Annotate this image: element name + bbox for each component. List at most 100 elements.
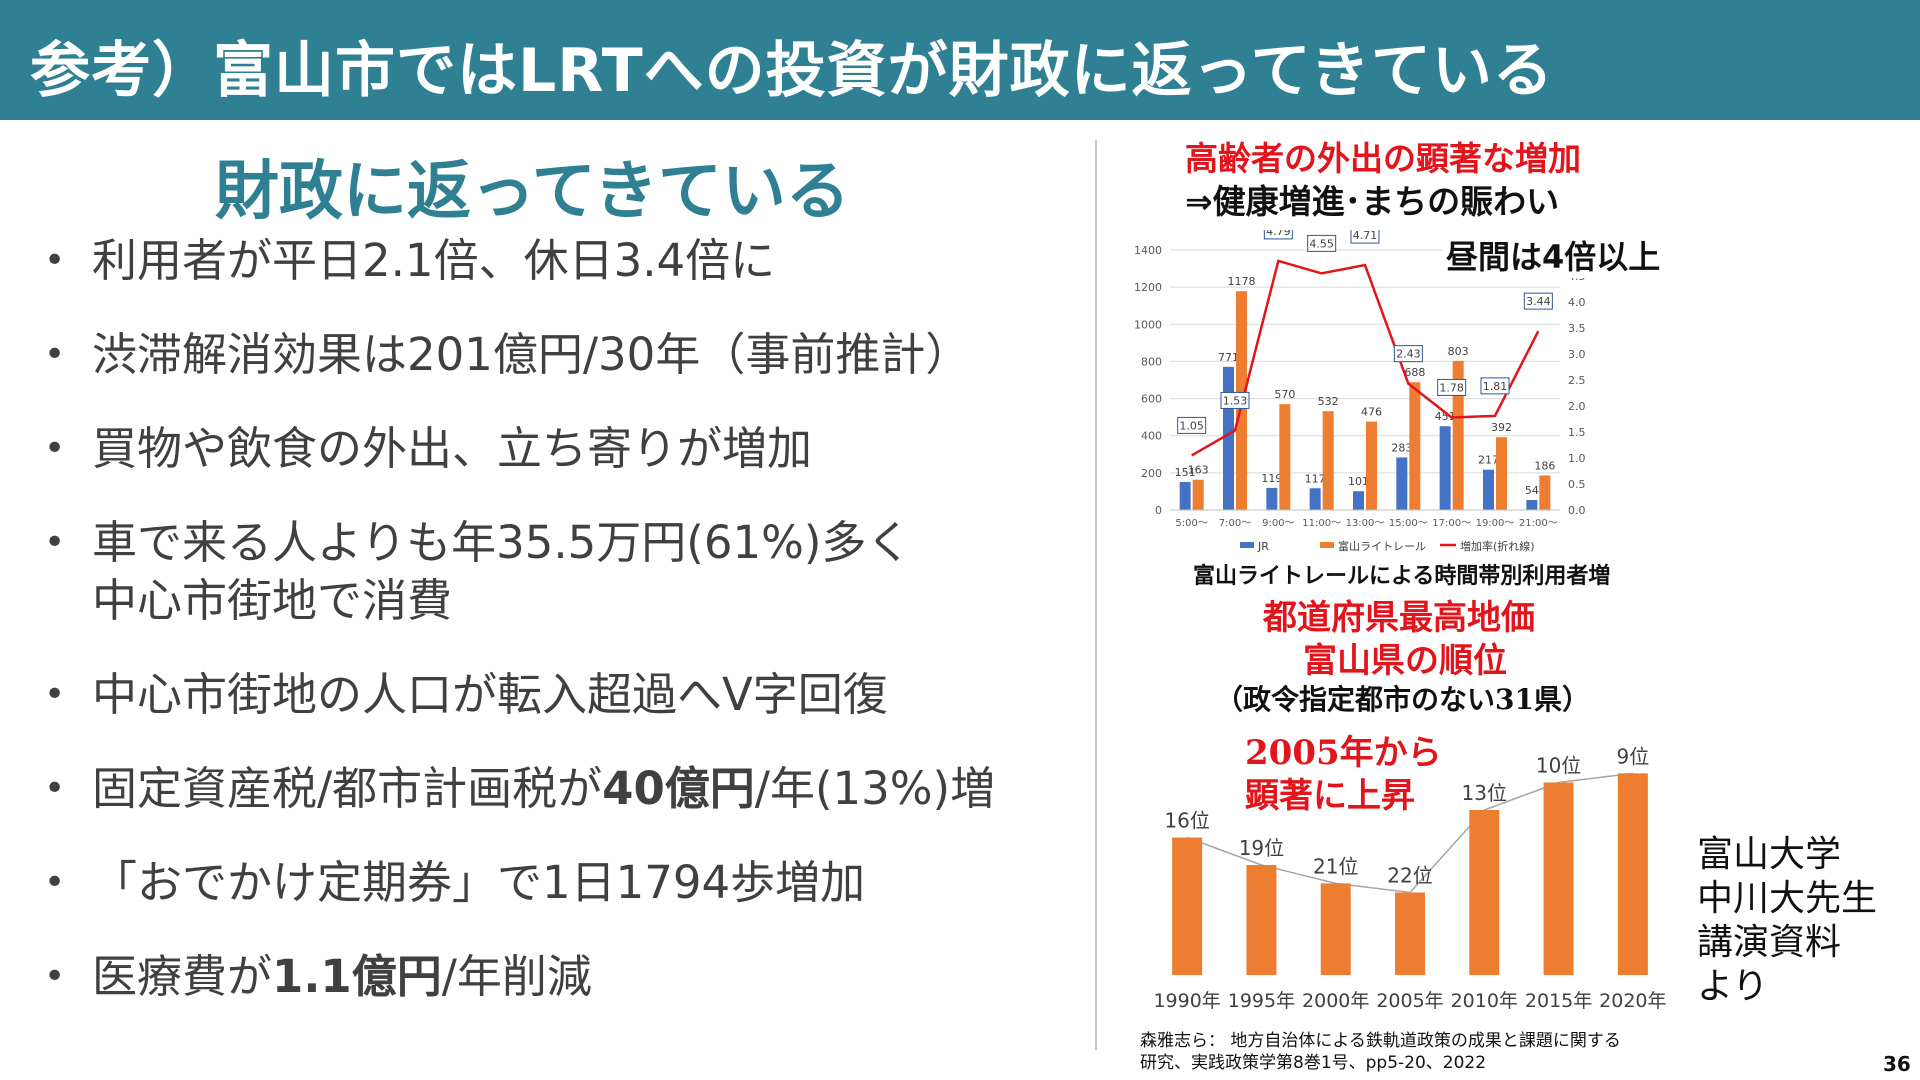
ratio-label: 4.79 <box>1266 230 1291 238</box>
bar-jr <box>1309 488 1321 510</box>
bullet-dot: • <box>44 428 66 469</box>
ratio-label-box <box>1177 416 1207 434</box>
x-tick-label: 11:00～ <box>1302 518 1341 529</box>
rank-label: 16位 <box>1164 809 1209 833</box>
y2-tick-label: 0.0 <box>1568 504 1586 517</box>
rank-bar <box>1395 892 1425 975</box>
year-label: 2015年 <box>1525 990 1592 1012</box>
y2-tick-label: 2.0 <box>1568 400 1586 413</box>
citation-line: 研究、実践政策学第8巻1号、pp5-20、2022 <box>1140 1053 1487 1073</box>
credit-line: 中川大先生 <box>1697 878 1878 919</box>
chart2-annotation-2: 顕著に上昇 <box>1245 776 1415 816</box>
x-tick-label: 9:00～ <box>1262 518 1294 529</box>
rank-bar <box>1172 837 1203 975</box>
bar-jr <box>1439 426 1451 510</box>
bullet-item: • 利用者が平日2.1倍、休日3.4倍に <box>40 232 1100 290</box>
rank-label: 19位 <box>1239 836 1284 860</box>
bar-value-label: 217 <box>1478 454 1499 467</box>
y2-tick-label: 2.5 <box>1568 374 1586 387</box>
ratio-label-box <box>1480 377 1510 395</box>
chart2-heading: 都道府県最高地価 <box>1263 598 1535 638</box>
bar-value-label: 688 <box>1404 366 1425 379</box>
ratio-label-box <box>1393 345 1423 363</box>
chart1-ratio-line: 1.05 1.53 4.79 4.55 4.71 2.43 1.78 1.81 3.44 <box>1177 230 1553 457</box>
source-credit: 富山大学 中川大先生 講演資料 より <box>1697 833 1877 1009</box>
bar-jr <box>1266 487 1278 510</box>
y-tick-label: 600 <box>1141 393 1162 406</box>
bar-value-label: 119 <box>1261 472 1282 485</box>
y-tick-label: 0 <box>1155 504 1162 517</box>
bullet-item: • 買物や飲食の外出、立ち寄りが増加 <box>40 420 1100 478</box>
y-tick-label: 1400 <box>1134 244 1162 257</box>
bar-value-label: 392 <box>1491 421 1512 434</box>
chart2-subheading: （政令指定都市のない31県） <box>1215 683 1590 716</box>
y-tick-label: 800 <box>1141 355 1162 368</box>
credit-line: 富山大学 <box>1697 834 1842 875</box>
y-tick-label: 1000 <box>1134 318 1162 331</box>
legend-label-lightrail: 富山ライトレール <box>1338 539 1426 553</box>
ratio-label: 1.78 <box>1439 381 1464 394</box>
x-tick-label: 15:00～ <box>1389 518 1428 529</box>
rank-label: 13位 <box>1462 781 1507 805</box>
slide-title: 参考）富山市ではLRTへの投資が財政に返ってきている <box>30 36 1554 106</box>
citation: 森雅志ら： 地方自治体による鉄軌道政策の成果と課題に関する 研究、実践政策学第8… <box>1140 1030 1621 1074</box>
year-label: 2005年 <box>1376 990 1443 1012</box>
credit-line: 講演資料 <box>1697 922 1842 963</box>
bar-value-label: 151 <box>1175 466 1196 479</box>
ratio-label-box <box>1523 292 1553 310</box>
chart2-bars: 16位 19位 21位 22位 13位 10位 9位 <box>1164 744 1649 975</box>
legend-swatch-jr <box>1240 542 1254 548</box>
ratio-label: 1.05 <box>1179 419 1204 432</box>
bullet-text-line2: 中心市街地で消費 <box>92 574 453 627</box>
y2-tick-label: 3.5 <box>1568 322 1586 335</box>
bar-lightrail <box>1539 475 1551 510</box>
year-label: 2020年 <box>1599 990 1666 1012</box>
bar-value-label: 476 <box>1361 406 1382 419</box>
title-bar: 参考）富山市ではLRTへの投資が財政に返ってきている <box>0 0 1920 120</box>
bullet-item: • 医療費が1.1億円/年削減 <box>40 948 1100 1006</box>
bar-value-label: 54 <box>1525 484 1539 497</box>
bullet-text: 中心市街地の人口が転入超過へV字回復 <box>92 668 888 721</box>
y2-tick-label: 1.5 <box>1568 426 1586 439</box>
bar-value-label: 570 <box>1274 388 1295 401</box>
bullet-text: 医療費が <box>92 950 273 1003</box>
chart1-left-axis: 0 200 400 600 800 1000 1200 1400 <box>1134 244 1162 517</box>
legend-label-line: 増加率(折れ線) <box>1460 539 1535 553</box>
year-label: 1995年 <box>1228 990 1295 1012</box>
rank-label: 9位 <box>1616 744 1649 768</box>
bullet-bold: 40億円 <box>602 762 755 815</box>
x-tick-label: 13:00～ <box>1346 518 1385 529</box>
chart1-heading: 高齢者の外出の顕著な増加 <box>1185 139 1581 178</box>
bar-value-label: 451 <box>1435 410 1456 423</box>
bullet-list: • 利用者が平日2.1倍、休日3.4倍に • 渋滞解消効果は201億円/30年（事前… <box>40 232 1100 1042</box>
year-label: 2000年 <box>1302 990 1369 1012</box>
ratio-label: 3.44 <box>1526 295 1551 308</box>
year-label: 2010年 <box>1451 990 1518 1012</box>
bullet-dot: • <box>44 240 66 281</box>
rank-bar <box>1543 782 1574 975</box>
rank-label: 21位 <box>1313 854 1358 878</box>
rank-label: 10位 <box>1536 754 1581 778</box>
ratio-label-box <box>1307 234 1337 252</box>
ratio-label-box <box>1350 230 1380 244</box>
bar-value-label: 186 <box>1534 459 1555 472</box>
ratio-label-box <box>1220 391 1250 409</box>
bullet-item: • 渋滞解消効果は201億円/30年（事前推計） <box>40 326 1100 384</box>
bullet-dot: • <box>44 674 66 715</box>
rank-bar <box>1617 773 1648 975</box>
ratio-label: 1.53 <box>1223 394 1248 407</box>
bar-jr <box>1353 491 1364 510</box>
bullet-text: 渋滞解消効果は201億円/30年（事前推計） <box>92 328 971 381</box>
bullet-text: 「おでかけ定期券」で1日1794歩増加 <box>92 856 866 909</box>
bullet-dot: • <box>44 768 66 809</box>
bullet-text-post: /年(13%)増 <box>754 762 996 815</box>
credit-line: より <box>1697 966 1769 1007</box>
ratio-label: 4.55 <box>1309 237 1334 250</box>
bar-value-label: 803 <box>1448 345 1469 358</box>
chart1-x-axis: 5:00～ 7:00～ 9:00～ 11:00～ 13:00～ 15:00～ 17:00～ 1… <box>1170 509 1560 529</box>
ratio-label: 4.71 <box>1353 230 1378 242</box>
ratio-label: 1.81 <box>1483 380 1508 393</box>
y2-tick-label: 4.0 <box>1568 296 1586 309</box>
bullet-item: • 固定資産税/都市計画税が40億円/年(13%)増 <box>40 760 1100 818</box>
x-tick-label: 5:00～ <box>1175 518 1207 529</box>
